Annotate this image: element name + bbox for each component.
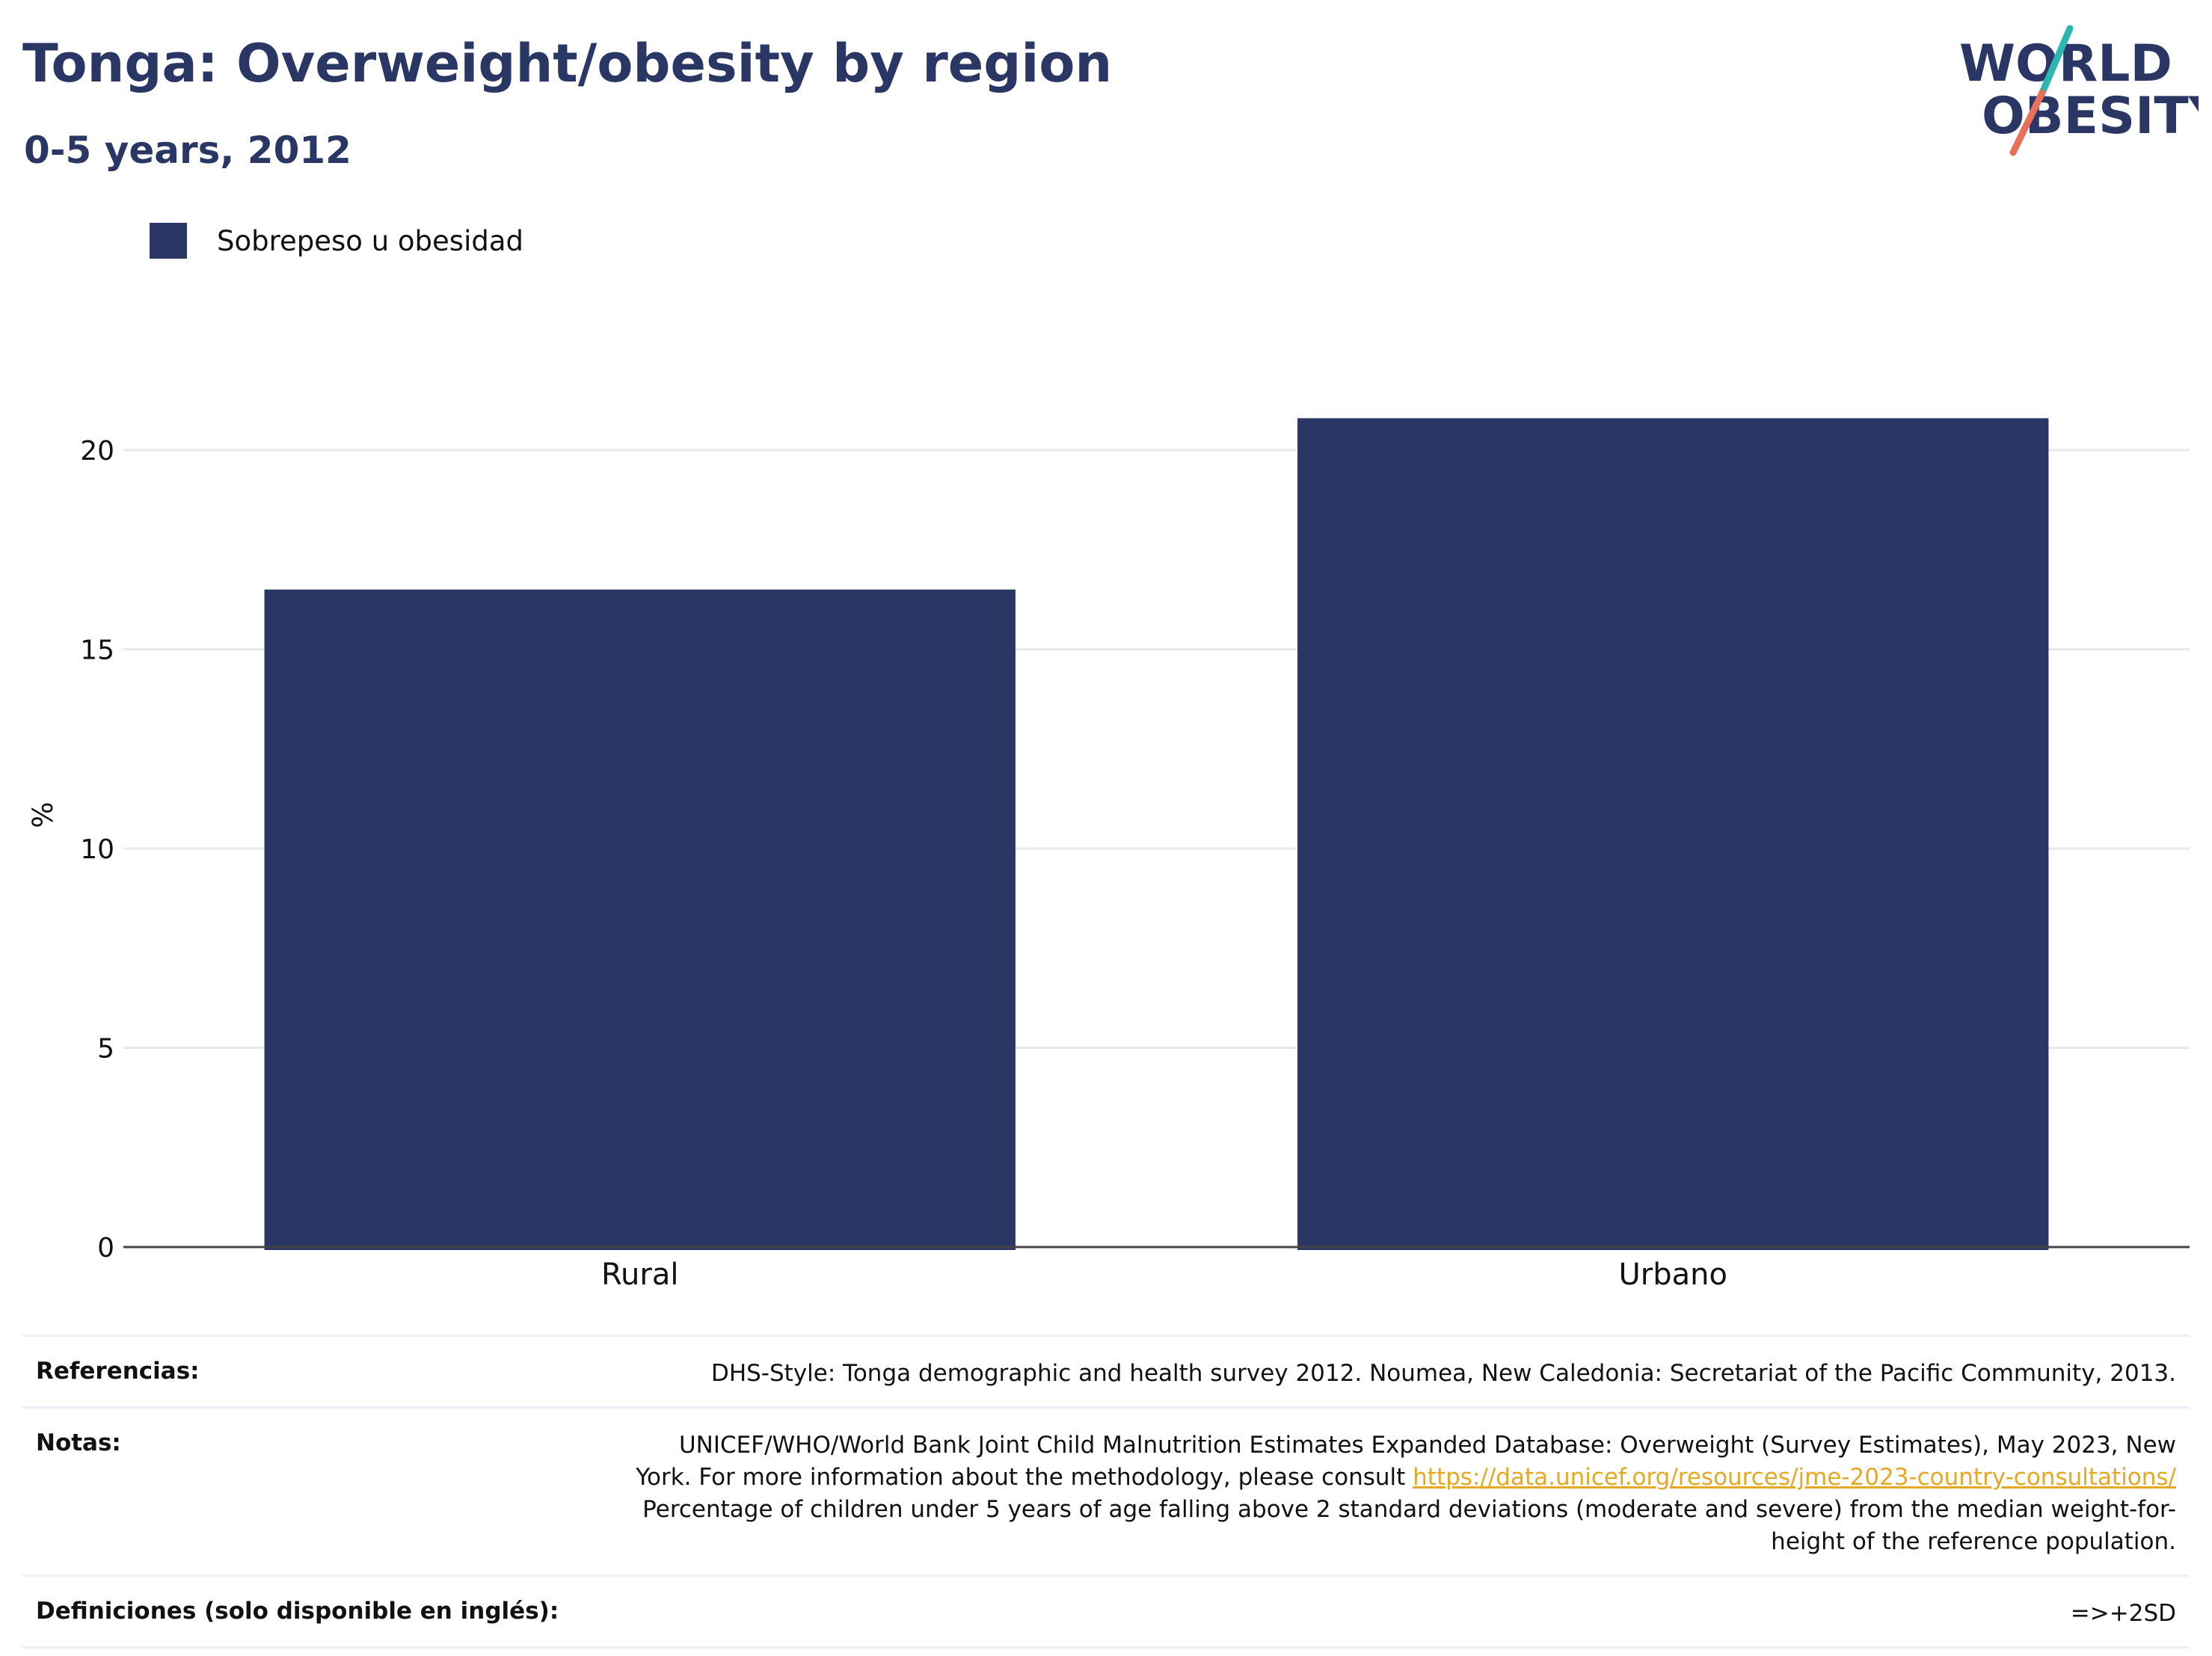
notes-link[interactable]: https://data.unicef.org/resources/jme-20…: [1413, 1464, 2176, 1491]
notes-row: Notas: UNICEF/WHO/World Bank Joint Child…: [22, 1406, 2190, 1575]
bar: [264, 589, 1016, 1250]
bar-chart: 0 5 10 15 20% Rural Urbano: [27, 418, 2190, 1292]
references-row: Referencias: DHS-Style: Tonga demographi…: [22, 1335, 2190, 1406]
bar: [1297, 418, 2049, 1250]
legend: Sobrepeso u obesidad: [150, 223, 523, 259]
chart-title: Tonga: Overweight/obesity by region: [22, 33, 1113, 94]
references-label: Referencias:: [36, 1358, 200, 1385]
notes-line2: Percentage of children under 5 years of …: [642, 1496, 2176, 1555]
logo-slash-coral: [2009, 89, 2046, 156]
logo-slash-teal: [2039, 25, 2074, 96]
definitions-row: Definiciones (solo disponible en inglés)…: [22, 1575, 2190, 1649]
y-tick-label: 5: [97, 1034, 114, 1065]
y-tick-label: 20: [80, 436, 114, 467]
references-text: DHS-Style: Tonga demographic and health …: [710, 1360, 2176, 1387]
footer-table: Referencias: DHS-Style: Tonga demographi…: [22, 1335, 2190, 1649]
notes-label: Notas:: [36, 1429, 121, 1456]
legend-label: Sobrepeso u obesidad: [217, 224, 523, 257]
notes-line1: UNICEF/WHO/World Bank Joint Child Malnut…: [636, 1432, 2176, 1491]
definitions-text: =>+2SD: [2070, 1600, 2176, 1627]
notes-text: UNICEF/WHO/World Bank Joint Child Malnut…: [621, 1429, 2176, 1558]
y-tick-label: 15: [80, 635, 114, 666]
x-tick-label: Rural: [601, 1258, 678, 1292]
x-tick-label: Urbano: [1619, 1258, 1727, 1292]
y-tick-label: 10: [80, 834, 114, 865]
y-axis-title: %: [27, 801, 59, 828]
chart-subtitle: 0-5 years, 2012: [24, 129, 351, 172]
definitions-label: Definiciones (solo disponible en inglés)…: [36, 1598, 559, 1625]
legend-swatch: [150, 223, 187, 259]
y-tick-label: 0: [97, 1233, 114, 1263]
world-obesity-logo: WORLD OBESITY: [1959, 25, 2199, 156]
